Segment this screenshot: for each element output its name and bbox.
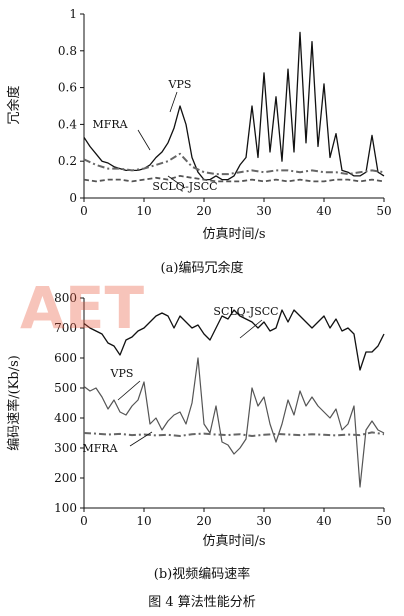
y-axis-label-0: 冗余度	[6, 85, 22, 124]
x-tick-label-1-5: 50	[376, 514, 391, 528]
annotation-1-0: SCLQ-JSCC	[213, 305, 278, 318]
annotation-0-2: SCLQ-JSCC	[152, 180, 217, 193]
y-tick-label-0-2: 0.4	[58, 117, 77, 131]
series-line-1-vps	[83, 357, 385, 488]
x-tick-label-1-2: 20	[196, 514, 211, 528]
annotation-1-1: VPS	[110, 367, 134, 380]
annotation-leader-1-1	[117, 380, 141, 401]
annotation-leader-0-2	[167, 175, 186, 189]
y-tick-label-1-4: 500	[54, 381, 77, 395]
annotation-1-2: MFRA	[82, 442, 118, 455]
x-tick-label-1-1: 10	[136, 514, 151, 528]
annotation-leader-0-1	[137, 129, 151, 151]
x-tick-label-0-4: 40	[316, 204, 331, 218]
y-tick-label-1-7: 800	[54, 291, 77, 305]
x-axis-label-0: 仿真时间/s	[202, 227, 265, 242]
y-tick-label-0-1: 0.2	[58, 154, 77, 168]
series-line-0-mfra	[83, 152, 385, 176]
x-tick-label-1-3: 30	[256, 514, 271, 528]
y-tick-label-1-0: 100	[54, 501, 77, 515]
annotation-leader-1-0	[239, 319, 263, 339]
y-tick-label-1-1: 200	[54, 471, 77, 485]
x-tick-label-0-5: 50	[376, 204, 391, 218]
x-tick-label-0-1: 10	[136, 204, 151, 218]
figure-caption: 图 4 算法性能分析	[148, 595, 256, 610]
y-tick-label-0-3: 0.6	[58, 81, 77, 95]
subcaption-a: (a)编码冗余度	[160, 261, 244, 276]
x-axis-label-1: 仿真时间/s	[202, 534, 265, 549]
x-tick-label-0-3: 30	[256, 204, 271, 218]
x-tick-label-1-4: 40	[316, 514, 331, 528]
y-tick-label-1-3: 400	[54, 411, 77, 425]
series-line-0-sclq-jscc	[83, 174, 385, 183]
x-tick-label-0-0: 0	[80, 204, 88, 218]
annotation-0-0: VPS	[168, 78, 192, 91]
y-tick-label-1-5: 600	[54, 351, 77, 365]
x-tick-label-1-0: 0	[80, 514, 88, 528]
annotation-leader-0-0	[169, 91, 178, 113]
y-tick-label-0-5: 1	[69, 7, 77, 21]
y-tick-label-1-6: 700	[54, 321, 77, 335]
y-tick-label-0-4: 0.8	[58, 44, 77, 58]
series-line-1-sclq-jscc	[83, 309, 385, 371]
series-line-0-vps	[83, 31, 385, 181]
y-tick-label-0-0: 0	[69, 191, 77, 205]
y-tick-label-1-2: 300	[54, 441, 77, 455]
series-line-1-mfra	[83, 431, 385, 437]
subcaption-b: (b)视频编码速率	[153, 567, 251, 582]
y-axis-label-1: 编码速率/(Kb/s)	[6, 355, 22, 451]
annotation-0-1: MFRA	[92, 118, 128, 131]
annotation-leader-1-2	[129, 431, 153, 447]
x-tick-label-0-2: 20	[196, 204, 211, 218]
